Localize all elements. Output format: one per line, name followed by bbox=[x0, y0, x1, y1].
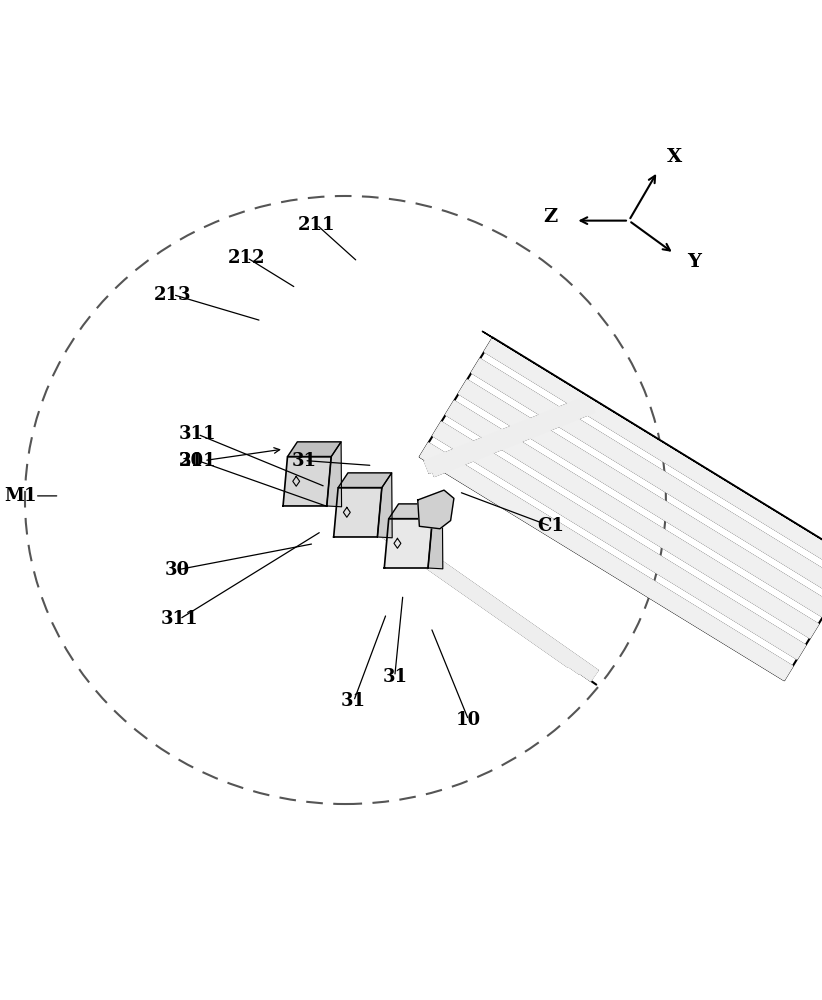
Polygon shape bbox=[471, 359, 822, 596]
Text: M1: M1 bbox=[5, 487, 37, 505]
Polygon shape bbox=[428, 504, 443, 569]
Text: 31: 31 bbox=[292, 452, 316, 470]
Polygon shape bbox=[377, 473, 392, 538]
Polygon shape bbox=[418, 490, 454, 529]
Text: 30: 30 bbox=[164, 561, 190, 579]
Text: 311: 311 bbox=[178, 425, 216, 443]
Text: X: X bbox=[667, 148, 681, 166]
Polygon shape bbox=[334, 488, 382, 537]
Text: 212: 212 bbox=[228, 249, 266, 267]
Text: C1: C1 bbox=[538, 517, 564, 535]
Polygon shape bbox=[424, 397, 589, 473]
Text: 10: 10 bbox=[456, 711, 481, 729]
Text: 211: 211 bbox=[298, 216, 335, 234]
Polygon shape bbox=[429, 400, 594, 476]
Polygon shape bbox=[483, 331, 822, 561]
Text: Y: Y bbox=[687, 253, 701, 271]
Polygon shape bbox=[338, 473, 392, 488]
Text: 311: 311 bbox=[160, 610, 198, 628]
Text: 311: 311 bbox=[178, 452, 216, 470]
Polygon shape bbox=[402, 538, 598, 681]
Polygon shape bbox=[391, 532, 587, 674]
Polygon shape bbox=[380, 525, 575, 667]
Polygon shape bbox=[288, 442, 341, 457]
Text: 31: 31 bbox=[382, 668, 407, 686]
Polygon shape bbox=[484, 338, 822, 575]
Polygon shape bbox=[385, 519, 432, 568]
Polygon shape bbox=[432, 422, 806, 659]
Text: 213: 213 bbox=[155, 286, 192, 304]
Text: Z: Z bbox=[543, 208, 558, 226]
Polygon shape bbox=[327, 442, 342, 507]
Polygon shape bbox=[283, 457, 331, 506]
Polygon shape bbox=[420, 443, 792, 680]
Polygon shape bbox=[459, 380, 822, 617]
Polygon shape bbox=[446, 401, 819, 638]
Polygon shape bbox=[389, 504, 442, 519]
Text: 31: 31 bbox=[341, 692, 366, 710]
Text: 20: 20 bbox=[178, 452, 204, 470]
